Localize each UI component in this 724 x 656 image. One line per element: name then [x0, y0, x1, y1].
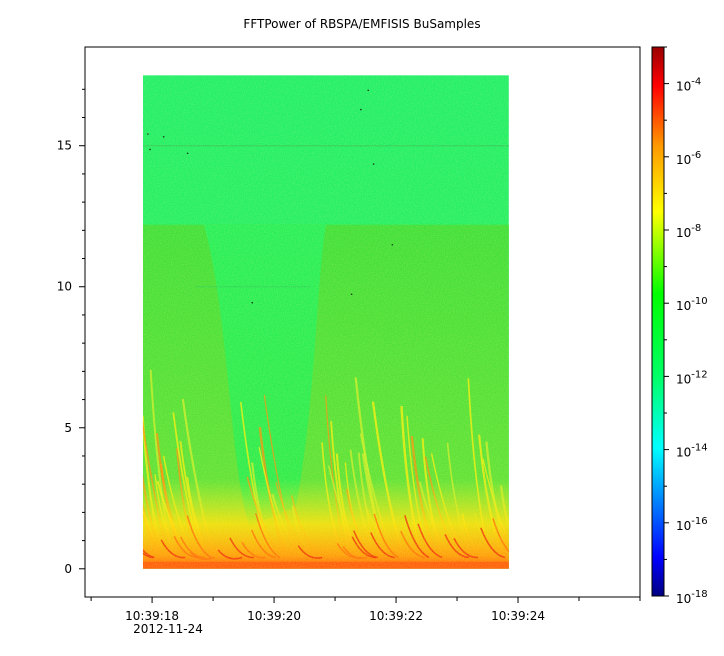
x-tick-label: 10:39:18 [125, 609, 179, 623]
x-date-label: 2012-11-24 [133, 622, 203, 636]
dropout-pixel [186, 152, 189, 155]
x-tick-label: 10:39:24 [491, 609, 545, 623]
x-axis: 10:39:18 10:39:20 10:39:22 10:39:24 [90, 597, 641, 623]
colorbar-tick-label: 10-6 [676, 150, 701, 167]
colorbar-tick-label: 10-14 [676, 443, 708, 460]
dropout-pixel [367, 89, 369, 92]
colorbar-tick-exponent: -4 [691, 77, 701, 88]
colorbar-tick-label: 10-18 [676, 589, 708, 606]
x-tick-label: 10:39:20 [247, 609, 301, 623]
colorbar-tick-label: 10-8 [676, 223, 701, 240]
y-tick-label: 15 [57, 139, 72, 153]
colorbar-tick-exponent: -18 [691, 589, 707, 600]
dropout-pixel [372, 163, 375, 165]
colorbar-tick-base: 10 [676, 80, 691, 94]
dropout-pixel [360, 108, 362, 111]
spectrogram-image [142, 75, 509, 569]
colorbar-tick-exponent: -14 [691, 443, 707, 454]
dropout-pixel [251, 301, 254, 304]
colorbar-tick-exponent: -8 [691, 223, 701, 234]
colorbar-tick-base: 10 [676, 226, 691, 240]
dropout-pixel [350, 293, 353, 296]
noise-texture [142, 75, 509, 569]
colorbar-tick-label: 10-12 [676, 369, 708, 386]
dropout-pixel [147, 133, 149, 135]
colorbar-tick-exponent: -12 [691, 369, 707, 380]
colorbar-tick-exponent: -10 [691, 296, 707, 307]
colorbar-tick-base: 10 [676, 519, 691, 533]
dropout-pixel [149, 148, 151, 151]
colorbar-tick-label: 10-10 [676, 296, 708, 313]
y-tick-label: 5 [64, 421, 72, 435]
dropout-pixel [162, 135, 165, 138]
colorbar-tick-label: 10-16 [676, 516, 708, 533]
y-tick-label: 0 [64, 562, 72, 576]
y-axis: 0 5 10 15 [57, 88, 85, 576]
colorbar-tick-exponent: -16 [691, 516, 707, 527]
colorbar-tick-base: 10 [676, 299, 691, 313]
colorbar [651, 46, 665, 597]
colorbar-tick-base: 10 [676, 372, 691, 386]
colorbar-tick-base: 10 [676, 153, 691, 167]
x-tick-label: 10:39:22 [369, 609, 423, 623]
colorbar-tick-label: 10-4 [676, 77, 701, 94]
chart-title: FFTPower of RBSPA/EMFISIS BuSamples [243, 17, 481, 31]
y-tick-label: 10 [57, 280, 72, 294]
dropout-pixel [391, 243, 394, 246]
colorbar-tick-base: 10 [676, 446, 691, 460]
colorbar-tick-exponent: -6 [691, 150, 701, 161]
colorbar-tick-base: 10 [676, 592, 691, 606]
